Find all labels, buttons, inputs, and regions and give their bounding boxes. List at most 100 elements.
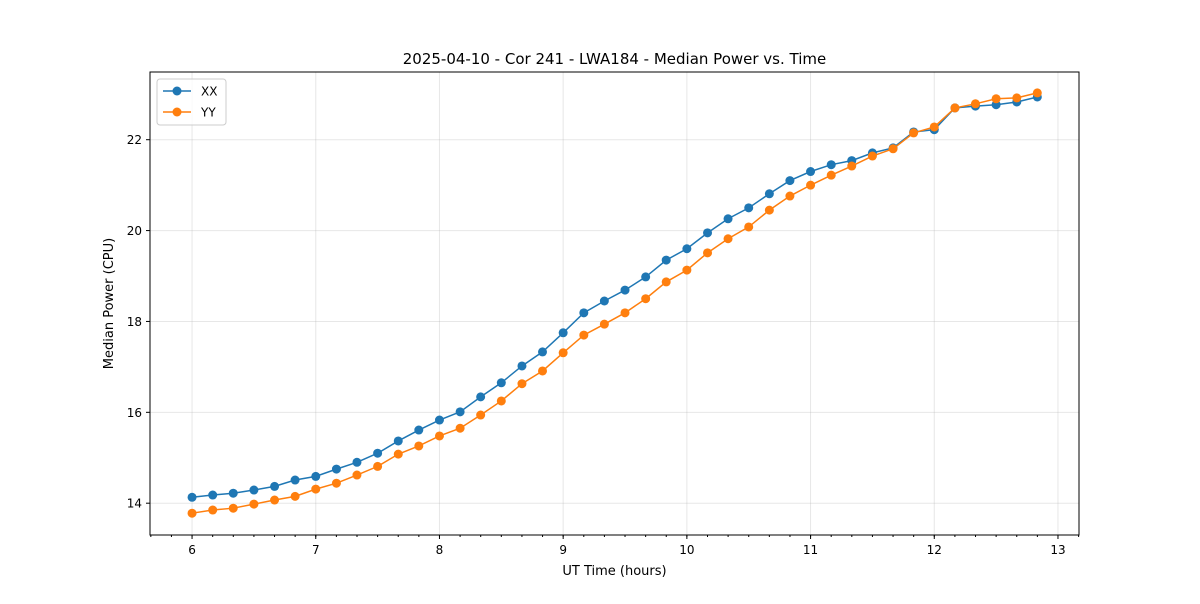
data-point-xx	[806, 167, 816, 177]
legend-marker-xx	[172, 86, 182, 96]
legend-label-xx: XX	[201, 85, 217, 99]
data-point-yy	[434, 431, 444, 441]
data-point-yy	[723, 234, 733, 244]
data-point-yy	[950, 103, 960, 113]
data-point-yy	[290, 491, 300, 501]
data-point-xx	[331, 464, 341, 474]
data-point-yy	[558, 348, 568, 358]
data-point-yy	[703, 248, 713, 258]
data-point-xx	[352, 457, 362, 467]
data-point-yy	[538, 366, 548, 376]
data-point-yy	[661, 277, 671, 287]
data-point-yy	[599, 319, 609, 329]
data-point-yy	[1032, 88, 1042, 98]
x-tick-label: 12	[927, 543, 942, 557]
data-point-yy	[1012, 93, 1022, 103]
data-point-xx	[641, 272, 651, 282]
x-axis: 6 7 8 9 10 11 12 13	[150, 535, 1080, 557]
data-point-yy	[806, 180, 816, 190]
data-point-xx	[434, 415, 444, 425]
data-point-yy	[579, 330, 589, 340]
data-point-xx	[414, 425, 424, 435]
data-point-yy	[331, 478, 341, 488]
series-line-yy	[191, 92, 1038, 514]
data-point-xx	[311, 471, 321, 481]
data-point-yy	[785, 191, 795, 201]
data-point-xx	[496, 378, 506, 388]
data-point-xx	[661, 255, 671, 265]
data-point-xx	[187, 492, 197, 502]
data-point-xx	[517, 361, 527, 371]
data-point-yy	[867, 151, 877, 161]
data-point-yy	[764, 205, 774, 215]
data-point-xx	[620, 285, 630, 295]
data-point-xx	[208, 490, 218, 500]
data-point-yy	[620, 308, 630, 318]
data-point-yy	[249, 499, 259, 509]
data-point-xx	[723, 214, 733, 224]
x-tick-label: 8	[436, 543, 444, 557]
data-point-yy	[352, 470, 362, 480]
plot-frame	[149, 71, 1080, 536]
data-point-xx	[538, 347, 548, 357]
data-point-xx	[764, 189, 774, 199]
data-point-xx	[270, 481, 280, 491]
data-point-yy	[826, 170, 836, 180]
data-point-xx	[455, 407, 465, 417]
data-point-xx	[290, 475, 300, 485]
y-tick-label: 18	[127, 315, 142, 329]
x-tick-label: 11	[803, 543, 818, 557]
data-point-yy	[991, 94, 1001, 104]
data-point-yy	[414, 441, 424, 451]
data-point-yy	[393, 449, 403, 459]
data-point-yy	[929, 122, 939, 132]
data-point-yy	[270, 495, 280, 505]
x-tick-label: 7	[312, 543, 320, 557]
data-point-xx	[249, 485, 259, 495]
y-tick-label: 14	[127, 497, 142, 511]
data-point-yy	[208, 505, 218, 515]
data-point-xx	[228, 488, 238, 498]
legend: XX YY	[156, 78, 227, 126]
data-point-yy	[311, 484, 321, 494]
y-tick-label: 22	[127, 133, 142, 147]
data-point-xx	[826, 160, 836, 170]
data-point-yy	[517, 379, 527, 389]
data-point-xx	[744, 203, 754, 213]
data-point-yy	[187, 508, 197, 518]
y-tick-label: 16	[127, 406, 142, 420]
data-point-yy	[744, 222, 754, 232]
data-point-yy	[496, 396, 506, 406]
y-axis: 14 16 18 20 22	[127, 133, 150, 511]
x-tick-label: 13	[1050, 543, 1065, 557]
data-point-yy	[455, 423, 465, 433]
legend-label-yy: YY	[200, 106, 216, 120]
data-point-xx	[599, 296, 609, 306]
data-point-yy	[476, 410, 486, 420]
data-point-yy	[682, 265, 692, 275]
data-point-xx	[703, 228, 713, 238]
data-point-xx	[558, 328, 568, 338]
data-point-xx	[682, 244, 692, 254]
data-point-yy	[641, 294, 651, 304]
series-line-xx	[191, 96, 1038, 499]
data-point-xx	[785, 176, 795, 186]
data-point-xx	[373, 448, 383, 458]
data-point-yy	[909, 128, 919, 138]
data-point-yy	[970, 99, 980, 109]
series-layer	[187, 88, 1042, 518]
data-point-xx	[393, 436, 403, 446]
x-axis-label: UT Time (hours)	[562, 564, 666, 579]
grid	[150, 72, 1079, 535]
chart-title: 2025-04-10 - Cor 241 - LWA184 - Median P…	[403, 50, 827, 68]
data-point-yy	[888, 144, 898, 154]
data-point-xx	[476, 392, 486, 402]
data-point-yy	[228, 503, 238, 513]
y-tick-label: 20	[127, 224, 142, 238]
data-point-yy	[847, 161, 857, 171]
data-point-yy	[373, 461, 383, 471]
data-point-xx	[579, 308, 589, 318]
x-tick-label: 9	[559, 543, 567, 557]
y-axis-label: Median Power (CPU)	[102, 238, 117, 369]
